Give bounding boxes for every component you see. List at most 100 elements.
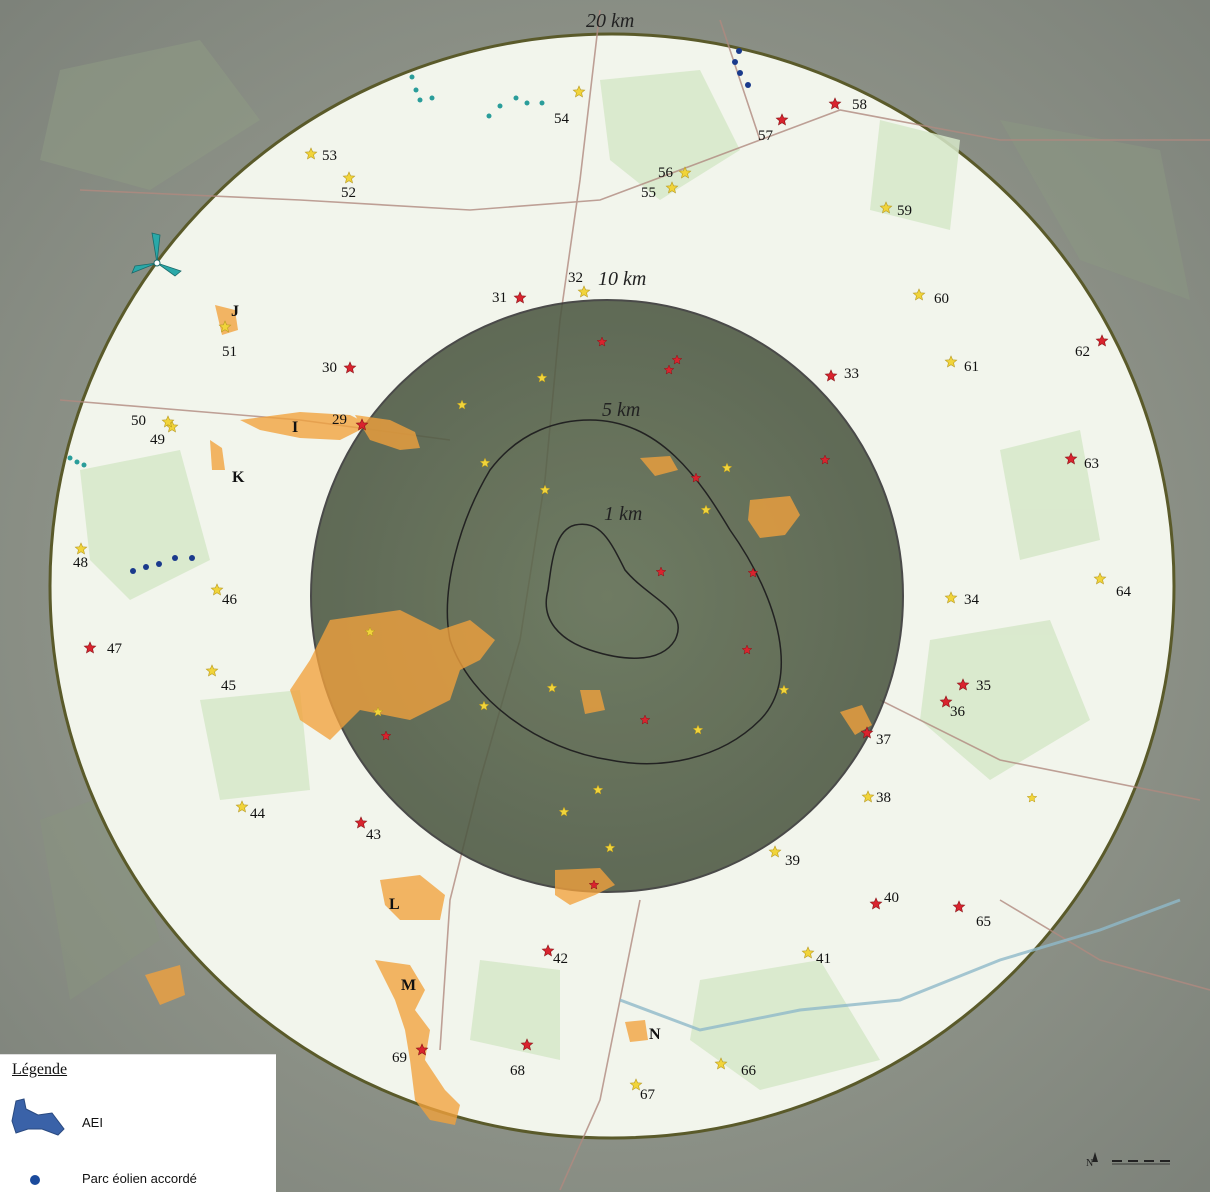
site-label-33: 33 bbox=[844, 366, 859, 382]
site-star-39 bbox=[768, 845, 782, 858]
site-star-50 bbox=[161, 415, 175, 428]
site-label-34: 34 bbox=[964, 592, 980, 608]
site-label-60: 60 bbox=[934, 291, 949, 307]
site-label-67: 67 bbox=[640, 1087, 656, 1103]
terrain-patch bbox=[40, 40, 260, 190]
site-star-37 bbox=[860, 726, 874, 739]
site-star-58 bbox=[828, 97, 842, 110]
site-label-61: 61 bbox=[964, 359, 979, 375]
zone-label-J: J bbox=[231, 303, 239, 320]
north-arrow-icon: N bbox=[1086, 1152, 1170, 1169]
site-label-42: 42 bbox=[553, 951, 568, 967]
site-star-68 bbox=[520, 1038, 534, 1051]
site-label-62: 62 bbox=[1075, 344, 1090, 360]
site-star-unlabeled-1 bbox=[671, 354, 683, 365]
zone-label-I: I bbox=[292, 419, 298, 436]
site-star-unlabeled-9 bbox=[380, 730, 392, 741]
site-star-unlabeled-19 bbox=[478, 700, 490, 711]
site-label-31: 31 bbox=[492, 290, 507, 306]
site-star-unlabeled-0 bbox=[596, 336, 608, 347]
site-star-unlabeled-16 bbox=[700, 504, 712, 515]
site-label-69: 69 bbox=[392, 1050, 407, 1066]
site-label-54: 54 bbox=[554, 111, 570, 127]
site-star-56 bbox=[678, 166, 692, 179]
site-label-59: 59 bbox=[897, 203, 912, 219]
site-star-60 bbox=[912, 288, 926, 301]
site-label-53: 53 bbox=[322, 148, 337, 164]
zone-label-L: L bbox=[389, 896, 400, 913]
site-star-unlabeled-23 bbox=[604, 842, 616, 853]
ring-10km-label: 10 km bbox=[598, 268, 646, 290]
site-label-47: 47 bbox=[107, 641, 123, 657]
site-star-unlabeled-22 bbox=[558, 806, 570, 817]
green-patches bbox=[80, 70, 1100, 1090]
site-star-61 bbox=[944, 355, 958, 368]
site-star-unlabeled-21 bbox=[592, 784, 604, 795]
site-label-29: 29 bbox=[332, 412, 347, 428]
site-label-56: 56 bbox=[658, 165, 674, 181]
site-label-40: 40 bbox=[884, 890, 899, 906]
site-star-unlabeled-13 bbox=[479, 457, 491, 468]
zone-label-K: K bbox=[232, 469, 245, 486]
site-star-40 bbox=[869, 897, 883, 910]
site-label-41: 41 bbox=[816, 951, 831, 967]
site-star-41 bbox=[801, 946, 815, 959]
site-label-66: 66 bbox=[741, 1063, 757, 1079]
site-label-49: 49 bbox=[150, 432, 165, 448]
site-label-55: 55 bbox=[641, 185, 656, 201]
site-star-unlabeled-17 bbox=[364, 626, 376, 637]
site-label-32: 32 bbox=[568, 270, 583, 286]
site-star-unlabeled-3 bbox=[819, 454, 831, 465]
site-label-45: 45 bbox=[221, 678, 236, 694]
site-star-unlabeled-18 bbox=[372, 706, 384, 717]
site-star-unlabeled-24 bbox=[692, 724, 704, 735]
site-star-33 bbox=[824, 369, 838, 382]
legend-wind-farm-label: Parc éolien accordé bbox=[82, 1171, 197, 1186]
site-star-69 bbox=[415, 1043, 429, 1056]
ring-5km-outline bbox=[446, 419, 783, 765]
site-star-unlabeled-8 bbox=[639, 714, 651, 725]
wind-turbine-icon bbox=[131, 232, 182, 277]
site-label-39: 39 bbox=[785, 853, 800, 869]
ring-20km-label: 20 km bbox=[586, 10, 634, 32]
site-star-42 bbox=[541, 944, 555, 957]
zone-labels: I J K L M N bbox=[231, 303, 661, 1043]
site-label-38: 38 bbox=[876, 790, 891, 806]
site-star-30 bbox=[343, 361, 357, 374]
site-label-51: 51 bbox=[222, 344, 237, 360]
site-star-64 bbox=[1093, 572, 1107, 585]
site-star-unlabeled-7 bbox=[741, 644, 753, 655]
site-star-47 bbox=[83, 641, 97, 654]
ring-1km-outline bbox=[545, 523, 679, 659]
site-star-unlabeled-14 bbox=[539, 484, 551, 495]
site-star-unlabeled-25 bbox=[778, 684, 790, 695]
site-star-32 bbox=[577, 285, 591, 298]
site-label-48: 48 bbox=[73, 555, 88, 571]
site-star-unlabeled-26 bbox=[1026, 792, 1038, 803]
site-star-59 bbox=[879, 201, 893, 214]
site-label-35: 35 bbox=[976, 678, 991, 694]
site-star-unlabeled-11 bbox=[536, 372, 548, 383]
site-star-57 bbox=[775, 113, 789, 126]
ring-10km-area bbox=[310, 299, 904, 893]
svg-text:N: N bbox=[1086, 1158, 1093, 1169]
site-star-66 bbox=[714, 1057, 728, 1070]
site-star-44 bbox=[235, 800, 249, 813]
site-label-43: 43 bbox=[366, 827, 381, 843]
site-star-43 bbox=[354, 816, 368, 829]
ring-1km-label: 1 km bbox=[604, 503, 642, 525]
site-star-unlabeled-5 bbox=[655, 566, 667, 577]
legend-panel: Légende AEI Parc éolien accordé bbox=[0, 1054, 276, 1192]
site-star-35 bbox=[956, 678, 970, 691]
wind-farm-dots-blue bbox=[130, 48, 751, 574]
site-star-45 bbox=[205, 664, 219, 677]
site-label-65: 65 bbox=[976, 914, 991, 930]
site-label-64: 64 bbox=[1116, 584, 1132, 600]
site-label-30: 30 bbox=[322, 360, 337, 376]
site-star-63 bbox=[1064, 452, 1078, 465]
site-star-unlabeled-2 bbox=[663, 364, 675, 375]
legend-title: Légende bbox=[12, 1061, 68, 1078]
site-star-unlabeled-12 bbox=[456, 399, 468, 410]
